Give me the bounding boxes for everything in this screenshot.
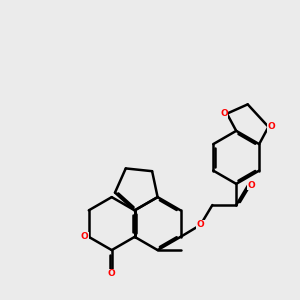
Text: O: O <box>220 109 228 118</box>
Text: O: O <box>108 269 116 278</box>
Text: O: O <box>196 220 204 230</box>
Text: O: O <box>268 122 275 131</box>
Text: O: O <box>247 181 255 190</box>
Text: O: O <box>80 232 88 242</box>
